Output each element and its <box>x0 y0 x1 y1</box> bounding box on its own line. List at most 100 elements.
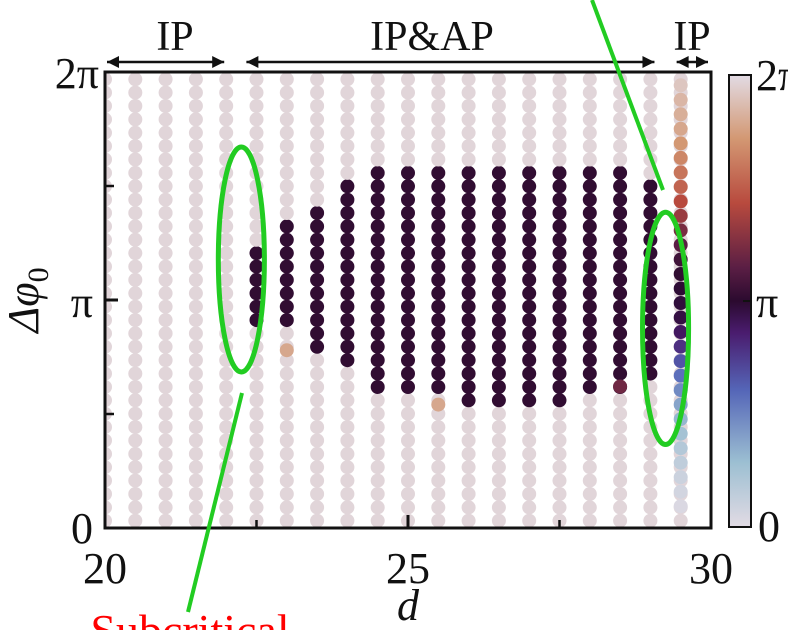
data-point <box>491 72 506 87</box>
data-point <box>279 179 294 194</box>
data-point <box>461 513 476 528</box>
data-point <box>552 112 567 127</box>
data-point <box>105 112 112 127</box>
region-annotations <box>107 56 708 68</box>
data-point <box>643 433 658 448</box>
data-point <box>279 420 294 435</box>
data-point <box>461 420 476 435</box>
data-point <box>158 219 173 234</box>
data-point <box>105 165 112 180</box>
data-point <box>128 326 143 341</box>
data-point <box>249 219 264 234</box>
transition-point <box>673 499 688 514</box>
data-point <box>491 272 506 287</box>
data-point <box>128 393 143 408</box>
data-point <box>431 272 446 287</box>
data-point <box>105 246 112 261</box>
data-point <box>310 99 325 113</box>
data-point <box>401 206 415 220</box>
region-label-ip-right: IP <box>673 14 710 60</box>
data-point <box>613 420 628 435</box>
data-point <box>128 85 143 100</box>
data-point <box>613 513 628 528</box>
data-point <box>249 500 264 515</box>
data-point <box>219 259 234 274</box>
data-point <box>491 339 506 354</box>
data-point <box>461 433 476 448</box>
data-point <box>249 460 264 475</box>
y-axis-label: Δφ0 <box>0 267 55 334</box>
data-point <box>340 473 355 488</box>
data-point <box>279 380 294 394</box>
data-point <box>522 219 537 234</box>
data-point <box>461 487 476 501</box>
x-tick-label-20: 20 <box>83 544 127 593</box>
data-point <box>491 206 506 220</box>
data-point <box>279 313 294 328</box>
data-point <box>158 232 173 247</box>
data-point <box>643 326 658 341</box>
data-point <box>613 286 628 301</box>
data-point <box>613 272 628 287</box>
data-point <box>491 286 506 301</box>
transition-point <box>673 136 688 151</box>
data-point <box>158 246 173 261</box>
data-point <box>340 112 355 127</box>
data-point <box>370 500 385 515</box>
data-point <box>522 72 537 87</box>
data-point <box>613 433 628 448</box>
data-point <box>340 433 355 448</box>
data-point <box>105 473 112 488</box>
data-point <box>158 339 173 354</box>
data-point <box>158 406 173 421</box>
data-point <box>461 219 476 234</box>
data-point <box>105 326 112 341</box>
data-point <box>370 380 385 394</box>
data-point <box>582 192 597 207</box>
data-point <box>401 125 415 140</box>
data-point <box>582 420 597 435</box>
data-point <box>461 272 476 287</box>
data-point <box>340 299 355 314</box>
data-point <box>370 112 385 127</box>
data-point <box>310 259 325 274</box>
data-point <box>188 500 203 515</box>
data-point <box>310 353 325 368</box>
data-point <box>188 152 203 167</box>
data-point <box>582 152 597 167</box>
transition-point <box>673 325 688 339</box>
data-point <box>401 152 415 167</box>
data-point <box>310 446 325 461</box>
data-point <box>491 433 506 448</box>
data-point <box>613 179 628 194</box>
data-point <box>219 85 234 100</box>
data-point <box>461 72 476 87</box>
data-point <box>643 446 658 461</box>
data-point <box>188 473 203 488</box>
subcritical-label: Subcritical <box>90 605 289 630</box>
data-point <box>461 192 476 207</box>
data-point <box>613 366 628 381</box>
data-point <box>128 406 143 421</box>
data-point <box>582 139 597 154</box>
data-point <box>219 272 234 287</box>
data-point <box>340 460 355 475</box>
data-point <box>310 299 325 314</box>
data-point <box>128 179 143 194</box>
data-point <box>552 353 567 368</box>
data-point <box>582 460 597 475</box>
data-point <box>188 313 203 328</box>
data-point <box>522 393 537 408</box>
data-point <box>613 99 628 113</box>
data-point <box>188 420 203 435</box>
data-point <box>158 272 173 287</box>
data-point <box>461 165 476 180</box>
data-point <box>310 286 325 301</box>
region-arrowhead-right <box>642 56 655 68</box>
data-point <box>552 85 567 100</box>
data-point <box>582 179 597 194</box>
data-point <box>158 473 173 488</box>
data-point <box>249 433 264 448</box>
data-point <box>613 473 628 488</box>
annotation-leader-line-lower <box>186 392 244 613</box>
